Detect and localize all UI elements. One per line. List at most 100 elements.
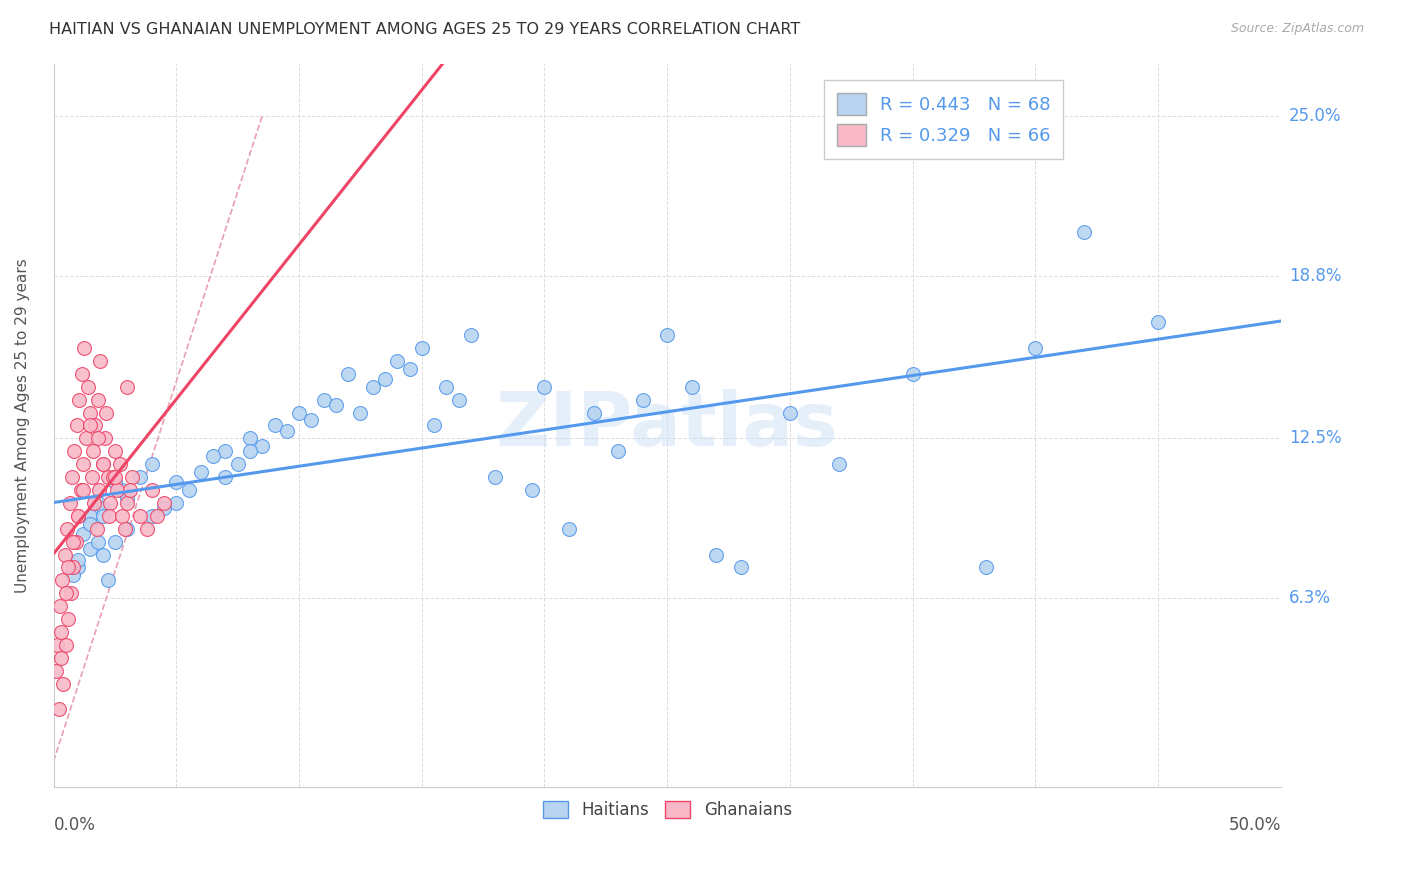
Point	[607, 444, 630, 458]
Point	[89, 354, 111, 368]
Point	[226, 457, 249, 471]
Point	[58, 612, 80, 626]
Point	[87, 392, 110, 407]
Point	[72, 457, 94, 471]
Point	[325, 398, 347, 412]
Point	[56, 522, 79, 536]
Point	[66, 418, 89, 433]
Point	[98, 496, 121, 510]
Point	[94, 431, 117, 445]
Point	[96, 406, 118, 420]
Point	[67, 392, 90, 407]
Point	[165, 496, 187, 510]
Point	[80, 470, 103, 484]
Point	[202, 450, 225, 464]
Text: 25.0%: 25.0%	[1289, 107, 1341, 125]
Text: 0.0%: 0.0%	[53, 816, 96, 834]
Point	[79, 418, 101, 433]
Point	[704, 548, 727, 562]
Point	[349, 406, 371, 420]
Point	[79, 406, 101, 420]
Point	[681, 380, 703, 394]
Text: HAITIAN VS GHANAIAN UNEMPLOYMENT AMONG AGES 25 TO 29 YEARS CORRELATION CHART: HAITIAN VS GHANAIAN UNEMPLOYMENT AMONG A…	[49, 22, 800, 37]
Point	[252, 439, 274, 453]
Point	[779, 406, 801, 420]
Point	[79, 516, 101, 531]
Text: 12.5%: 12.5%	[1289, 429, 1341, 448]
Text: 18.8%: 18.8%	[1289, 267, 1341, 285]
Point	[153, 496, 176, 510]
Point	[51, 574, 73, 588]
Point	[52, 676, 75, 690]
Point	[67, 508, 90, 523]
Point	[87, 534, 110, 549]
Point	[398, 361, 420, 376]
Point	[55, 638, 77, 652]
Point	[631, 392, 654, 407]
Point	[288, 406, 311, 420]
Point	[67, 508, 90, 523]
Point	[91, 457, 114, 471]
Point	[53, 548, 76, 562]
Legend: Haitians, Ghanaians: Haitians, Ghanaians	[536, 794, 799, 826]
Point	[49, 650, 72, 665]
Point	[337, 367, 360, 381]
Point	[145, 508, 167, 523]
Point	[77, 380, 100, 394]
Point	[1024, 341, 1046, 355]
Point	[86, 522, 108, 536]
Point	[49, 625, 72, 640]
Point	[55, 586, 77, 600]
Point	[87, 431, 110, 445]
Point	[60, 470, 83, 484]
Point	[276, 424, 298, 438]
Point	[91, 508, 114, 523]
Point	[83, 496, 105, 510]
Point	[108, 457, 131, 471]
Point	[141, 483, 163, 497]
Point	[558, 522, 581, 536]
Point	[97, 470, 120, 484]
Point	[62, 568, 84, 582]
Point	[91, 457, 114, 471]
Point	[117, 496, 139, 510]
Point	[411, 341, 433, 355]
Point	[135, 522, 157, 536]
Text: 50.0%: 50.0%	[1229, 816, 1281, 834]
Point	[65, 534, 87, 549]
Point	[730, 560, 752, 574]
Point	[111, 483, 134, 497]
Point	[460, 328, 482, 343]
Point	[901, 367, 924, 381]
Point	[582, 406, 605, 420]
Point	[974, 560, 997, 574]
Point	[101, 470, 124, 484]
Point	[58, 560, 80, 574]
Point	[48, 599, 70, 614]
Point	[263, 418, 285, 433]
Point	[299, 413, 322, 427]
Point	[46, 638, 69, 652]
Point	[239, 444, 262, 458]
Point	[387, 354, 409, 368]
Point	[128, 508, 150, 523]
Point	[48, 702, 70, 716]
Point	[117, 491, 139, 505]
Point	[239, 431, 262, 445]
Y-axis label: Unemployment Among Ages 25 to 29 years: Unemployment Among Ages 25 to 29 years	[15, 258, 30, 593]
Point	[447, 392, 470, 407]
Text: ZIPatlas: ZIPatlas	[496, 389, 838, 462]
Point	[117, 380, 139, 394]
Point	[374, 372, 396, 386]
Point	[84, 418, 107, 433]
Point	[117, 522, 139, 536]
Point	[423, 418, 446, 433]
Point	[104, 470, 127, 484]
Point	[153, 501, 176, 516]
Point	[91, 548, 114, 562]
Point	[104, 475, 127, 490]
Point	[62, 534, 84, 549]
Point	[87, 496, 110, 510]
Point	[111, 508, 134, 523]
Point	[121, 470, 143, 484]
